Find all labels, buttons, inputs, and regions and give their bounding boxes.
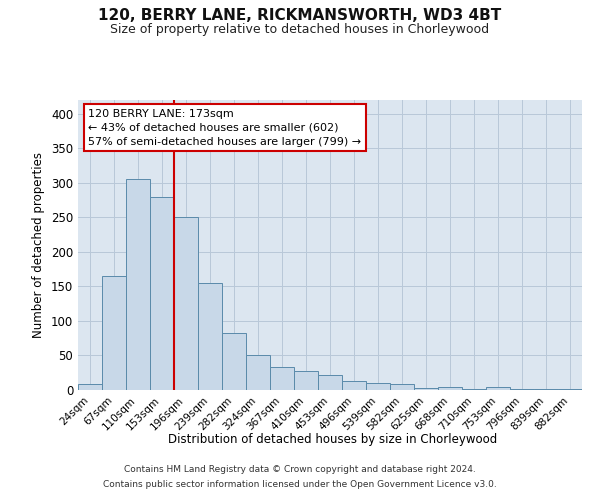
- Bar: [270, 367, 294, 390]
- Bar: [342, 381, 366, 390]
- Bar: [102, 276, 126, 390]
- Text: 120, BERRY LANE, RICKMANSWORTH, WD3 4BT: 120, BERRY LANE, RICKMANSWORTH, WD3 4BT: [98, 8, 502, 22]
- Bar: [510, 388, 534, 390]
- Bar: [462, 388, 486, 390]
- Bar: [174, 218, 198, 390]
- Bar: [150, 196, 174, 390]
- Bar: [558, 388, 582, 390]
- Bar: [438, 386, 462, 390]
- Bar: [126, 180, 150, 390]
- Bar: [486, 387, 510, 390]
- Bar: [246, 356, 270, 390]
- Bar: [222, 332, 246, 390]
- Text: 120 BERRY LANE: 173sqm
← 43% of detached houses are smaller (602)
57% of semi-de: 120 BERRY LANE: 173sqm ← 43% of detached…: [88, 108, 361, 146]
- Bar: [366, 383, 390, 390]
- Text: Distribution of detached houses by size in Chorleywood: Distribution of detached houses by size …: [169, 432, 497, 446]
- Text: Size of property relative to detached houses in Chorleywood: Size of property relative to detached ho…: [110, 22, 490, 36]
- Text: Contains public sector information licensed under the Open Government Licence v3: Contains public sector information licen…: [103, 480, 497, 489]
- Y-axis label: Number of detached properties: Number of detached properties: [32, 152, 46, 338]
- Bar: [198, 283, 222, 390]
- Text: Contains HM Land Registry data © Crown copyright and database right 2024.: Contains HM Land Registry data © Crown c…: [124, 465, 476, 474]
- Bar: [78, 384, 102, 390]
- Bar: [390, 384, 414, 390]
- Bar: [294, 372, 318, 390]
- Bar: [414, 388, 438, 390]
- Bar: [318, 375, 342, 390]
